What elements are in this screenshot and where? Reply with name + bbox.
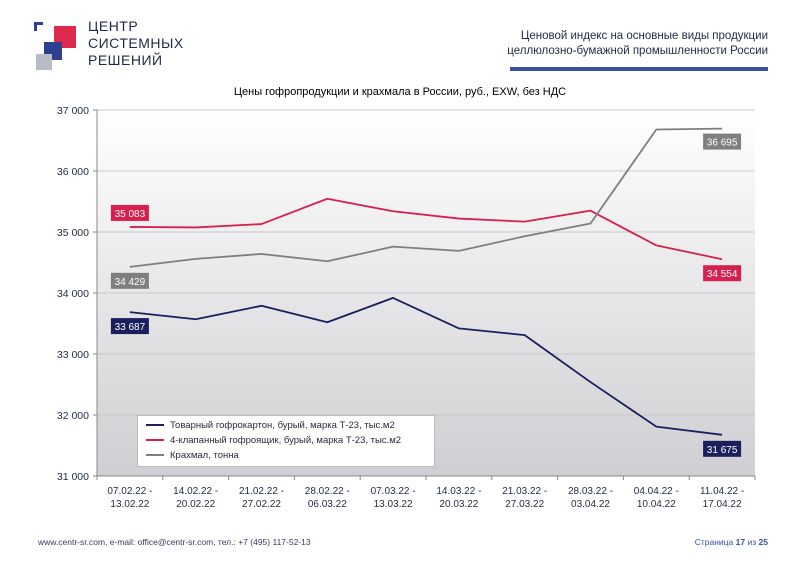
- data-label-start-3-text: 34 429: [115, 277, 146, 288]
- data-label-start-2: 35 083: [110, 204, 149, 221]
- data-label-end-1: 31 675: [703, 440, 742, 457]
- x-tick-label: 27.02.22: [242, 499, 281, 510]
- data-label-end-3-box: [703, 133, 742, 150]
- y-tick-label: 32 000: [57, 410, 89, 422]
- logo-line-1: ЦЕНТР: [88, 18, 139, 34]
- x-tick-label: 27.03.22: [505, 499, 544, 510]
- x-tick-label: 07.03.22 -: [371, 486, 416, 497]
- page-sep: из: [747, 537, 757, 547]
- data-label-end-2: 34 554: [703, 265, 742, 282]
- x-tick-label: 03.04.22: [571, 499, 610, 510]
- series-line-3: [129, 127, 723, 268]
- x-tick-label: 28.02.22 -: [305, 486, 350, 497]
- x-tick-label: 06.03.22: [308, 499, 347, 510]
- x-tick-label: 21.02.22 -: [239, 486, 284, 497]
- y-axis: 31 000 32 000 33 000 34 000 35 000 36 000 37 0…: [57, 105, 98, 483]
- x-tick-label: 20.02.22: [176, 499, 215, 510]
- logo-line-3: РЕШЕНИЙ: [88, 52, 163, 68]
- header-accent-bar: [510, 67, 768, 71]
- legend-label-1: Товарный гофрокартон, бурый, марка Т-23,…: [170, 420, 395, 431]
- x-axis: 07.02.22 - 13.02.22 14.02.22 - 20.02.22 21.0…: [96, 475, 756, 510]
- x-tick-label: 20.03.22: [439, 499, 478, 510]
- y-tick-label: 33 000: [57, 349, 89, 361]
- data-labels: 33 687 31 675 35 083 34 554 34 429 36 695: [110, 133, 742, 457]
- x-tick-label: 28.03.22 -: [568, 486, 613, 497]
- header-title: Ценовой индекс на основные виды продукци…: [468, 29, 768, 59]
- y-tick-label: 35 000: [57, 227, 89, 239]
- data-label-end-1-text: 31 675: [707, 445, 738, 456]
- logo-mark-icon: [34, 22, 76, 70]
- series-lines: [129, 127, 723, 436]
- y-tick-label: 34 000: [57, 288, 89, 300]
- data-label-start-3: 34 429: [110, 272, 149, 289]
- data-label-start-1: 33 687: [110, 318, 149, 335]
- data-label-end-3-text: 36 695: [707, 138, 738, 149]
- data-label-start-3-box: [110, 272, 149, 289]
- header-title-line-1: Ценовой индекс на основные виды продукци…: [520, 30, 768, 42]
- data-label-end-2-text: 34 554: [707, 269, 738, 280]
- x-tick-label: 07.02.22 -: [107, 486, 152, 497]
- series-line-2: [129, 197, 723, 261]
- x-tick-label: 13.02.22: [110, 499, 149, 510]
- footer-page-number: Страница 17 из 25: [695, 537, 768, 547]
- legend-label-3: Крахмал, тонна: [170, 450, 239, 461]
- page-current: 17: [735, 537, 746, 547]
- legend-label-2: 4-клапанный гофроящик, бурый, марка Т-23…: [170, 435, 402, 446]
- logo-line-2: СИСТЕМНЫХ: [88, 35, 184, 51]
- x-tick-label: 17.04.22: [703, 499, 742, 510]
- footer-contacts: www.centr-sr.com, e-mail: office@centr-s…: [38, 537, 311, 547]
- data-label-end-3: 36 695: [703, 133, 742, 150]
- data-label-start-2-box: [110, 204, 149, 221]
- x-tick-label: 11.04.22 -: [700, 486, 744, 497]
- legend-item-1: Товарный гофрокартон, бурый, марка Т-23,…: [146, 419, 395, 433]
- y-tick-label: 37 000: [57, 105, 89, 117]
- header-title-line-2: целлюлозно-бумажной промышленности Росси…: [507, 45, 768, 57]
- page-total: 25: [758, 537, 768, 547]
- y-tick-label: 31 000: [57, 471, 89, 483]
- logo-text: ЦЕНТР СИСТЕМНЫХ РЕШЕНИЙ: [88, 18, 184, 69]
- legend-item-2: 4-клапанный гофроящик, бурый, марка Т-23…: [146, 434, 401, 448]
- legend-swatch-3: [146, 454, 164, 457]
- x-tick-label: 10.04.22: [637, 499, 676, 510]
- legend-swatch-2: [146, 439, 164, 442]
- data-label-start-1-text: 33 687: [115, 322, 146, 333]
- x-tick-label: 14.03.22 -: [436, 486, 481, 497]
- data-label-end-2-box: [703, 265, 742, 282]
- series-line-1: [129, 296, 723, 436]
- company-logo: ЦЕНТР СИСТЕМНЫХ РЕШЕНИЙ: [30, 18, 183, 78]
- x-tick-label: 14.02.22 -: [173, 486, 218, 497]
- legend-item-3: Крахмал, тонна: [146, 449, 239, 463]
- y-tick-label: 36 000: [57, 166, 89, 178]
- data-label-end-1-box: [703, 440, 742, 457]
- chart-legend: Товарный гофрокартон, бурый, марка Т-23,…: [137, 415, 435, 467]
- data-label-start-1-box: [110, 318, 149, 335]
- x-tick-label: 13.03.22: [374, 499, 413, 510]
- data-label-start-2-text: 35 083: [115, 209, 146, 220]
- chart-title: Цены гофропродукции и крахмала в России,…: [233, 86, 567, 98]
- legend-swatch-1: [146, 424, 164, 427]
- x-tick-label: 04.04.22 -: [634, 486, 679, 497]
- page-prefix: Страница: [694, 537, 734, 547]
- x-tick-label: 21.03.22 -: [502, 486, 547, 497]
